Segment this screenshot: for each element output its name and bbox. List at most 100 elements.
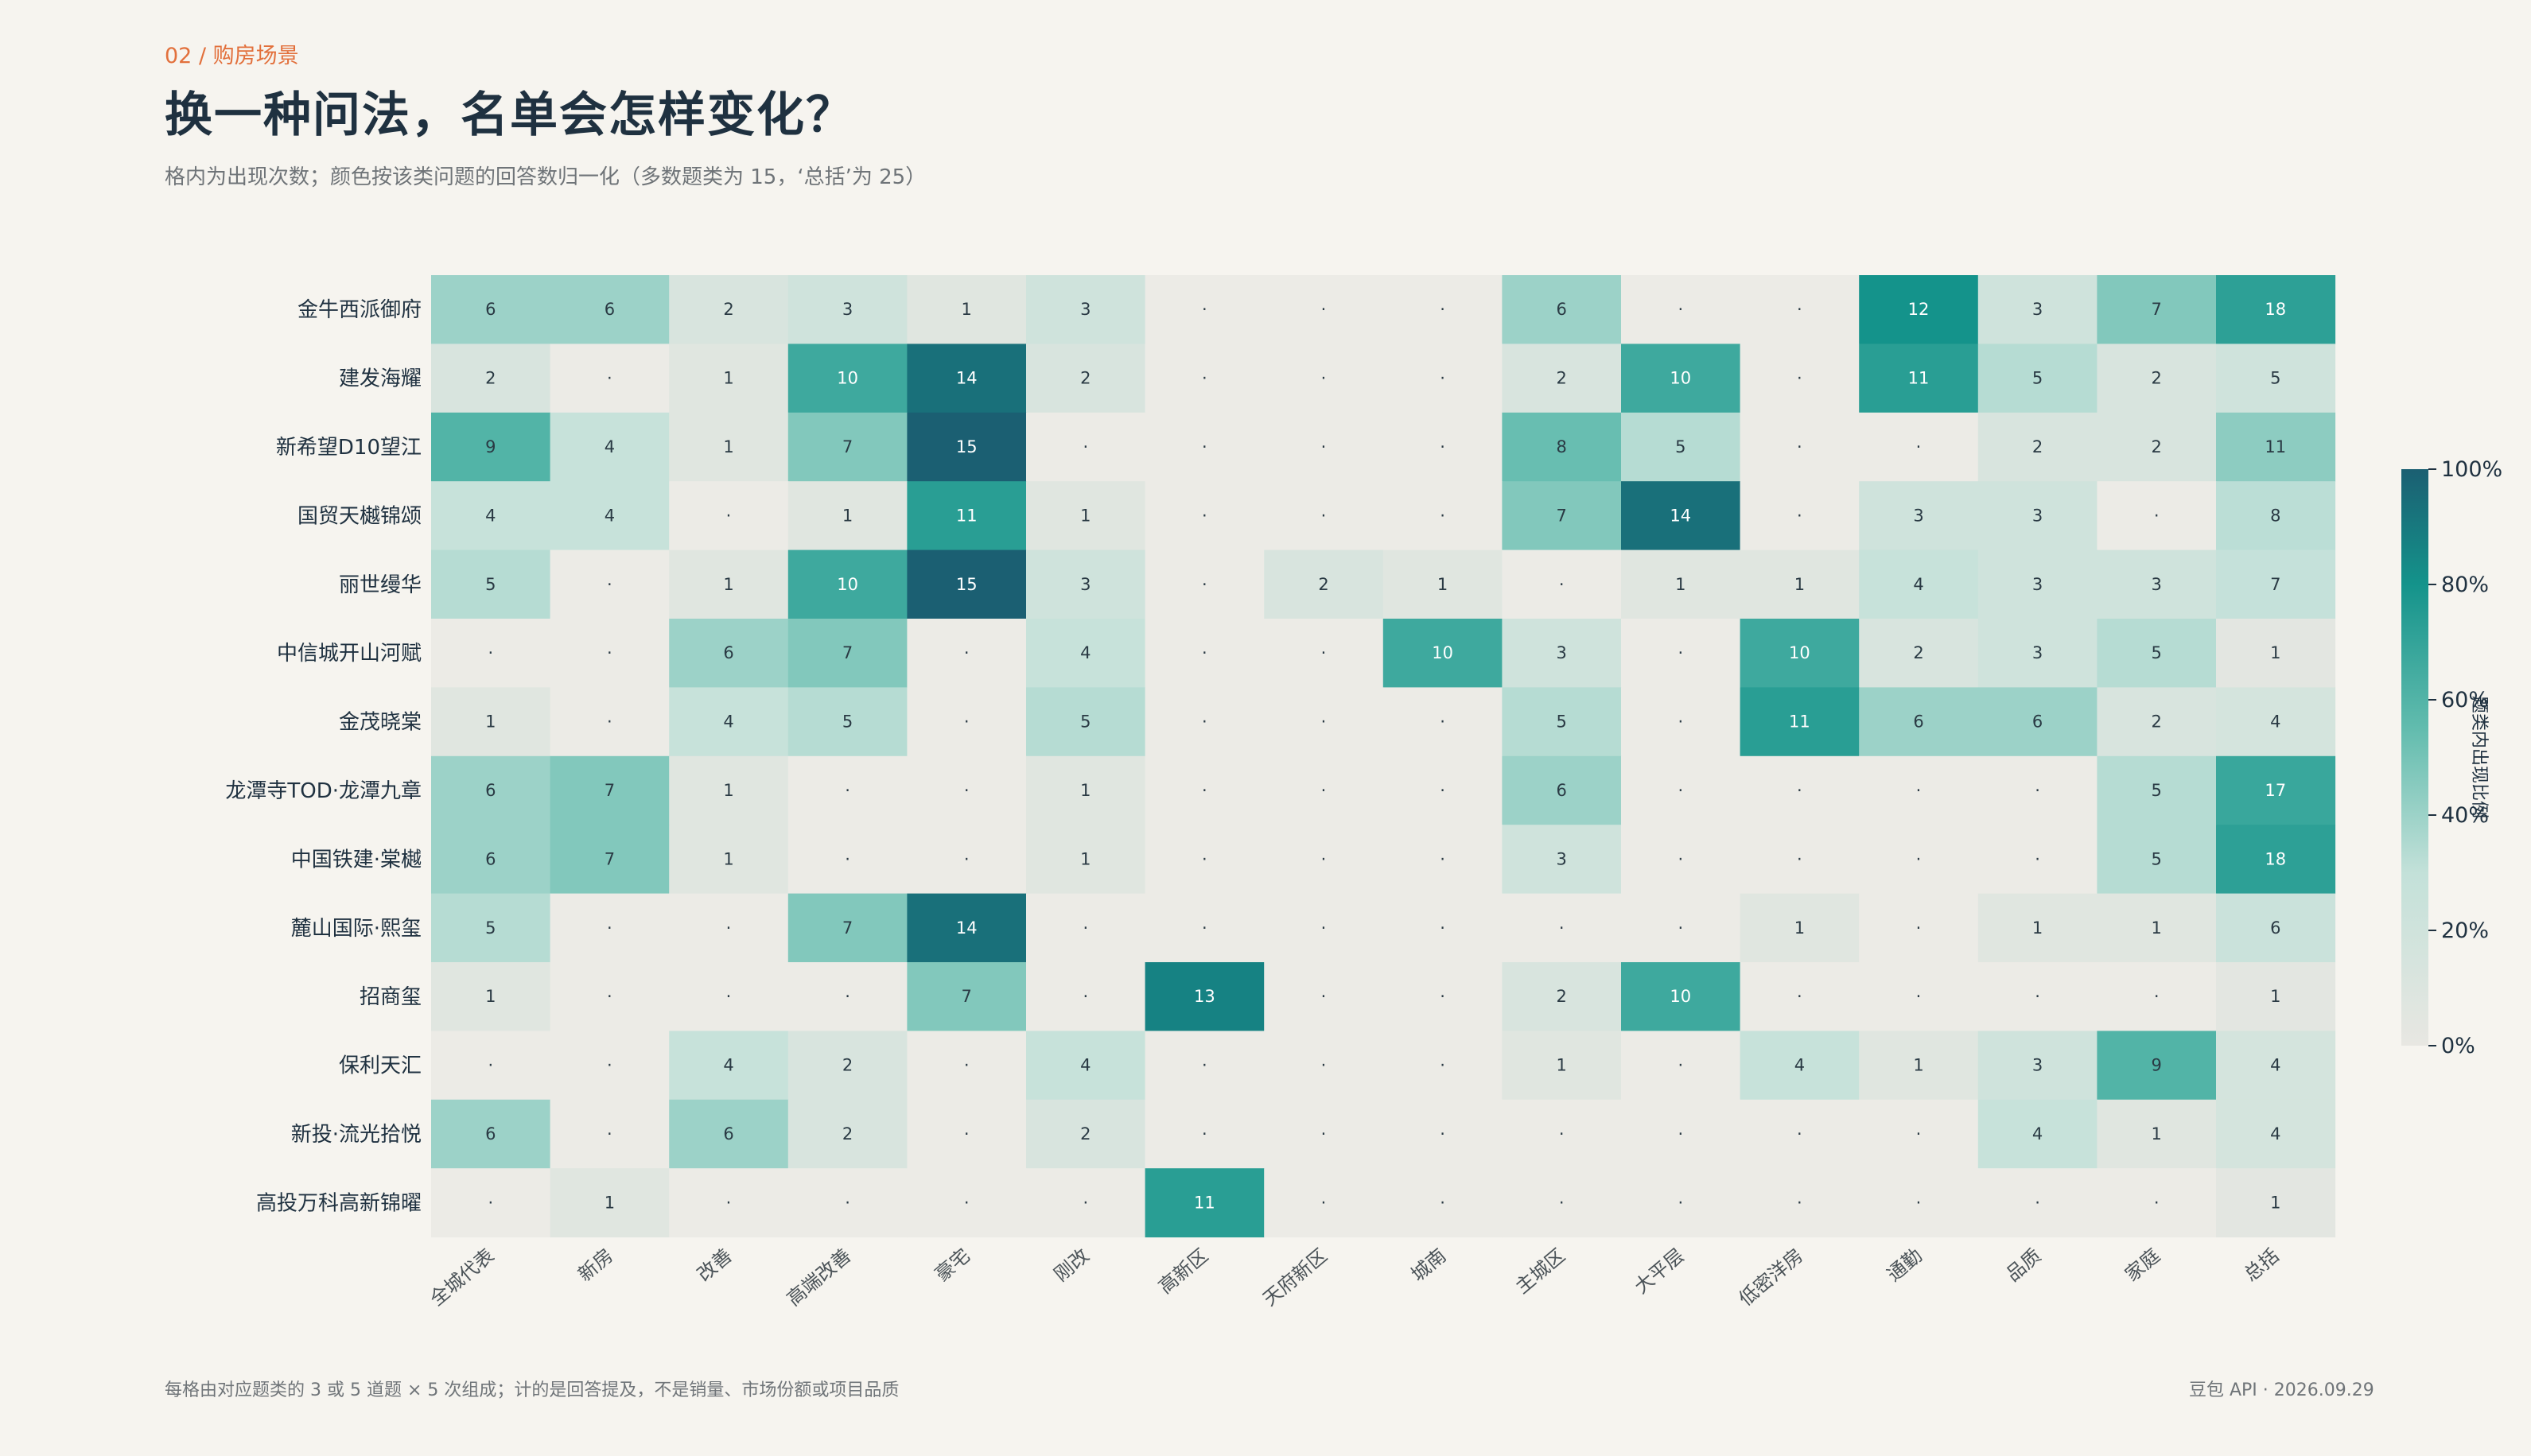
heatmap-cell (1977, 412, 2098, 482)
cell-value-label: · (1916, 1193, 1922, 1212)
heatmap-cell (1382, 275, 1503, 344)
heatmap-cell (1145, 619, 1265, 688)
cell-value-label: 6 (723, 643, 733, 662)
cell-value-label: · (607, 1056, 612, 1075)
heatmap-cell (669, 549, 789, 619)
cell-value-label: · (2154, 1193, 2160, 1212)
cell-value-label: · (1202, 849, 1207, 868)
cell-value-label: 6 (723, 1124, 733, 1143)
cell-value-label: · (845, 781, 850, 800)
cell-value-label: 1 (2270, 1193, 2280, 1212)
heatmap-cell (2097, 481, 2217, 551)
heatmap-cell (1621, 549, 1741, 619)
heatmap-cell (787, 755, 908, 825)
cell-value-label: · (1559, 918, 1565, 938)
column-label: 全城代表 (426, 1244, 499, 1310)
heatmap-cell (2216, 549, 2336, 619)
cell-value-label: 14 (956, 369, 978, 388)
heatmap-cell (907, 962, 1027, 1031)
cell-value-label: 4 (1080, 1056, 1091, 1075)
cell-value-label: · (488, 1056, 493, 1075)
cell-value-label: 1 (1794, 575, 1805, 594)
cell-value-label: · (1678, 849, 1683, 868)
cell-value-label: 2 (1080, 369, 1091, 388)
heatmap-cell (1859, 1168, 1979, 1238)
cell-value-label: · (607, 712, 612, 732)
cell-value-label: · (1678, 1056, 1683, 1075)
heatmap-cell (787, 619, 908, 688)
cell-value-label: · (845, 849, 850, 868)
cell-value-label: · (1678, 643, 1683, 662)
heatmap-cell (2097, 755, 2217, 825)
heatmap-cell (2216, 755, 2336, 825)
row-label: 龙潭寺TOD·龙潭九章 (225, 779, 422, 803)
heatmap-cell (1621, 1099, 1741, 1169)
heatmap-cell (1145, 1031, 1265, 1101)
heatmap-cell (1977, 893, 2098, 963)
heatmap-cell (1502, 275, 1622, 344)
heatmap-cell (1977, 275, 2098, 344)
cell-value-label: 10 (1432, 643, 1453, 662)
heatmap-cell (907, 619, 1027, 688)
cell-value-label: · (1678, 1124, 1683, 1143)
cell-value-label: 1 (1557, 1056, 1567, 1075)
heatmap-cell (550, 687, 670, 757)
cell-value-label: 3 (2032, 506, 2043, 525)
column-label: 高新区 (1154, 1244, 1212, 1299)
cell-value-label: 1 (962, 300, 972, 319)
row-label: 金牛西派御府 (297, 298, 422, 322)
heatmap-cell (1740, 481, 1860, 551)
heatmap-cell (2216, 481, 2336, 551)
heatmap-cell (787, 962, 908, 1031)
heatmap-cell (1026, 412, 1146, 482)
heatmap-cell (907, 344, 1027, 414)
cell-value-label: · (2035, 987, 2040, 1006)
heatmap-cell (1026, 275, 1146, 344)
cell-value-label: 1 (1437, 575, 1448, 594)
column-label: 通勤 (1883, 1244, 1926, 1286)
heatmap-cell (1502, 1099, 1622, 1169)
cell-value-label: 5 (1675, 437, 1685, 456)
heatmap-cell (1145, 1099, 1265, 1169)
cell-value-label: 6 (485, 849, 496, 868)
heatmap-cell (1621, 893, 1741, 963)
cell-value-label: · (1440, 300, 1445, 319)
heatmap-cell (1621, 687, 1741, 757)
heatmap-cell (1502, 1031, 1622, 1101)
heatmap-cell (2216, 1099, 2336, 1169)
row-label: 新希望D10望江 (276, 436, 422, 460)
cell-value-label: · (726, 918, 732, 938)
cell-value-label: · (1678, 300, 1683, 319)
heatmap-cell (1026, 687, 1146, 757)
heatmap-cell (907, 275, 1027, 344)
cell-value-label: 7 (842, 918, 853, 938)
cell-value-label: 3 (842, 300, 853, 319)
cell-value-label: 4 (1913, 575, 1923, 594)
heatmap-cell (431, 1031, 551, 1101)
heatmap-cell (907, 1099, 1027, 1169)
heatmap-cell (1740, 619, 1860, 688)
cell-value-label: · (607, 369, 612, 388)
cell-value-label: · (1202, 300, 1207, 319)
heatmap-cell (1740, 275, 1860, 344)
heatmap-cell (1382, 549, 1503, 619)
heatmap-cell (2097, 619, 2217, 688)
cell-value-label: · (1916, 781, 1922, 800)
cell-value-label: · (845, 1193, 850, 1212)
cell-value-label: · (1440, 781, 1445, 800)
heatmap-cell (1502, 687, 1622, 757)
cell-value-label: 1 (1080, 781, 1091, 800)
heatmap-cell (431, 275, 551, 344)
heatmap-cell (431, 481, 551, 551)
heatmap-cell (1026, 1099, 1146, 1169)
cell-value-label: · (1202, 1124, 1207, 1143)
heatmap-cell (787, 1099, 908, 1169)
cell-value-label: 4 (605, 506, 615, 525)
heatmap-cell (2097, 412, 2217, 482)
cell-value-label: 18 (2265, 849, 2286, 868)
heatmap-cell (550, 1168, 670, 1238)
cell-value-label: 11 (1908, 369, 1930, 388)
heatmap-cell (1382, 825, 1503, 895)
heatmap-cell (1145, 687, 1265, 757)
heatmap-cell (1859, 619, 1979, 688)
